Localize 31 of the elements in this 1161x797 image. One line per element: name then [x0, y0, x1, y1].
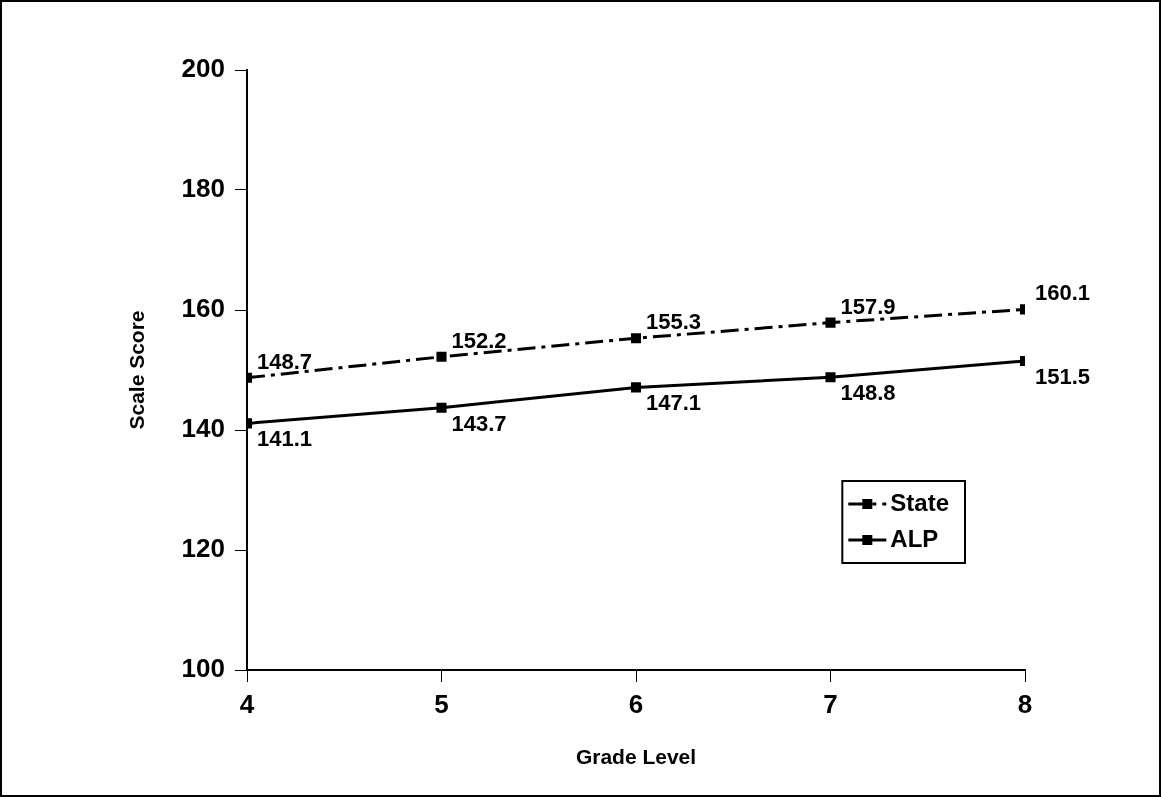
y-tick-label: 120 — [181, 533, 225, 564]
point — [630, 333, 642, 344]
x-tick-label: 7 — [823, 688, 838, 719]
data-label: 147.1 — [646, 390, 702, 416]
point — [825, 372, 836, 383]
x-tick-label: 6 — [628, 688, 644, 719]
x-tick-label: 5 — [434, 688, 449, 719]
legend-label: State — [890, 488, 949, 516]
data-label: 143.7 — [451, 410, 507, 436]
data-label: 148.7 — [257, 348, 313, 374]
data-label: 157.9 — [840, 293, 896, 319]
point — [436, 402, 447, 413]
data-label: 151.5 — [1035, 364, 1091, 390]
x-tick-label: 4 — [239, 688, 255, 719]
point — [825, 317, 836, 328]
data-label: 141.1 — [257, 426, 313, 452]
legend-label: ALP — [890, 524, 939, 552]
data-label: 155.3 — [646, 309, 702, 335]
x-tick-label: 8 — [1017, 688, 1033, 719]
y-tick-label: 180 — [181, 173, 225, 204]
x-axis-title: Grade Level — [575, 745, 697, 769]
y-tick-label: 160 — [181, 293, 225, 324]
y-tick-label: 200 — [181, 53, 225, 84]
point — [436, 351, 447, 362]
y-tick-label: 100 — [181, 653, 225, 684]
data-label: 160.1 — [1035, 280, 1091, 306]
point — [630, 382, 642, 393]
data-label: 152.2 — [451, 327, 507, 353]
y-tick-label: 140 — [181, 413, 225, 444]
data-label: 148.8 — [840, 380, 896, 406]
y-axis-title: Scale Score — [125, 310, 149, 430]
